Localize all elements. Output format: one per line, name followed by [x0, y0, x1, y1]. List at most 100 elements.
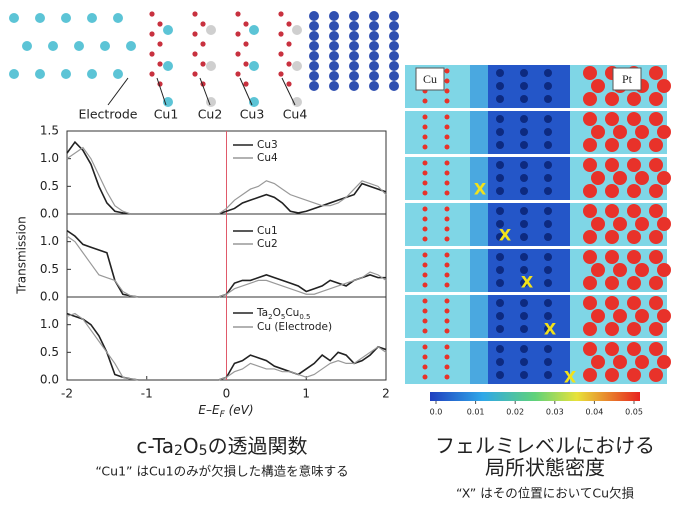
map-dot	[423, 299, 428, 304]
map-blob	[605, 250, 619, 264]
map-dot	[445, 99, 450, 104]
map-dot	[445, 227, 450, 232]
map-blob	[649, 230, 663, 244]
caption-title-part: O	[183, 434, 199, 458]
legend-label-part: Cu1	[257, 225, 278, 237]
map-blob	[627, 184, 641, 198]
map-dot	[445, 253, 450, 258]
map-blob	[544, 174, 552, 182]
map-blob	[520, 233, 528, 241]
caption-title-part: の透過関数	[208, 434, 308, 458]
caption-title-part: 2	[174, 443, 183, 459]
legend-label-part: Cu	[285, 307, 299, 319]
map-blob	[649, 368, 663, 382]
atom	[349, 71, 359, 81]
atom	[192, 71, 197, 76]
map-blob	[520, 253, 528, 261]
atom	[249, 61, 259, 71]
map-blob	[544, 371, 552, 379]
atom	[192, 31, 197, 36]
map-blob	[583, 342, 597, 356]
atom	[389, 31, 399, 41]
atom	[113, 13, 123, 23]
map-blob	[544, 187, 552, 195]
map-blob	[635, 171, 649, 185]
map-blob	[649, 92, 663, 106]
map-dot	[445, 283, 450, 288]
caption-title: 局所状態密度	[485, 456, 605, 480]
map-blob	[627, 250, 641, 264]
vacancy-marker: X	[564, 368, 577, 387]
map-blob	[605, 230, 619, 244]
colorbar-label: 0.05	[625, 408, 643, 417]
atom	[389, 71, 399, 81]
map-dot	[445, 79, 450, 84]
atom	[87, 69, 97, 79]
map-dot	[423, 283, 428, 288]
map-dot	[423, 253, 428, 258]
legend-label-part: O	[273, 307, 281, 319]
caption-title-part: c-Ta	[136, 434, 174, 458]
map-blob	[605, 184, 619, 198]
atom	[329, 11, 339, 21]
map-blob	[591, 355, 605, 369]
map-blob	[591, 125, 605, 139]
vacancy-marker: X	[474, 180, 487, 199]
map-blob	[496, 82, 504, 90]
atom	[113, 69, 123, 79]
atom	[149, 51, 154, 56]
map-blob	[496, 95, 504, 103]
atom	[278, 71, 283, 76]
x-tick-label: 2	[382, 387, 390, 401]
map-dot	[445, 89, 450, 94]
map-blob	[605, 112, 619, 126]
map-dot	[423, 355, 428, 360]
map-dot	[423, 207, 428, 212]
y-tick-label: 1.0	[40, 234, 59, 248]
map-blob	[605, 342, 619, 356]
map-blob	[520, 207, 528, 215]
map-dot	[445, 125, 450, 130]
map-blob	[520, 220, 528, 228]
y-tick-label: 0.0	[40, 207, 59, 221]
atom	[389, 11, 399, 21]
map-dot	[445, 135, 450, 140]
map-blob	[583, 276, 597, 290]
atom	[329, 31, 339, 41]
y-tick-label: 1.0	[40, 317, 59, 331]
map-blob	[649, 276, 663, 290]
atom	[286, 21, 291, 26]
atom	[243, 21, 248, 26]
map-blob	[583, 184, 597, 198]
atom	[309, 81, 319, 91]
pointer-arrow	[200, 78, 210, 105]
map-blob	[591, 171, 605, 185]
atom	[278, 51, 283, 56]
atom	[278, 31, 283, 36]
x-tick-label: 0	[223, 387, 231, 401]
atom	[200, 21, 205, 26]
atom	[192, 51, 197, 56]
atom	[200, 41, 205, 46]
atom	[163, 25, 173, 35]
atom	[126, 41, 136, 51]
atom	[149, 71, 154, 76]
map-blob	[544, 279, 552, 287]
map-dot	[445, 345, 450, 350]
map-blob	[627, 322, 641, 336]
map-blob	[635, 355, 649, 369]
map-blob	[583, 368, 597, 382]
atom	[243, 41, 248, 46]
map-blob	[544, 128, 552, 136]
map-blob	[591, 309, 605, 323]
map-blob	[520, 358, 528, 366]
map-dot	[423, 99, 428, 104]
atom	[235, 11, 240, 16]
y-tick-label: 0.0	[40, 373, 59, 387]
map-blob	[583, 158, 597, 172]
map-blob	[520, 299, 528, 307]
atom	[309, 51, 319, 61]
map-blob	[520, 187, 528, 195]
map-blob	[605, 368, 619, 382]
atom	[369, 21, 379, 31]
